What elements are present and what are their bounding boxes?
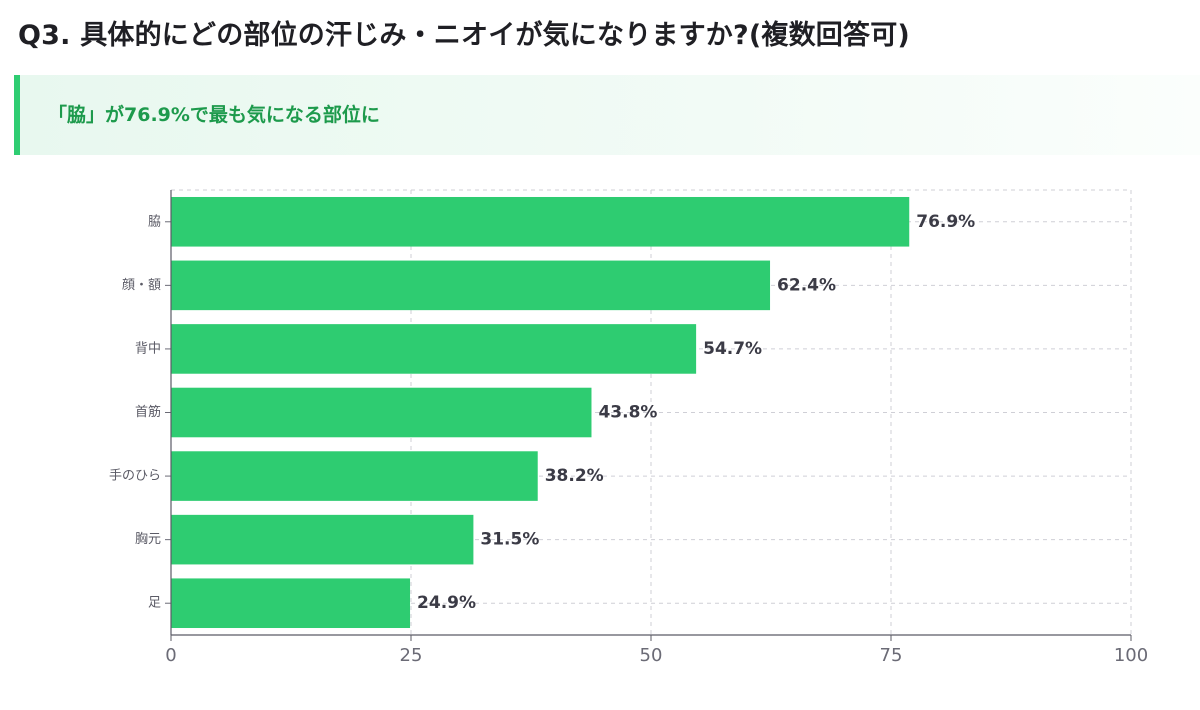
category-label: 首筋 xyxy=(135,404,161,420)
category-label: 胸元 xyxy=(135,532,161,547)
category-label: 脇 xyxy=(148,214,161,229)
x-tick-label: 50 xyxy=(640,645,663,666)
bar xyxy=(171,578,411,629)
category-label: 背中 xyxy=(135,341,161,356)
bar xyxy=(171,514,474,565)
category-label: 手のひら xyxy=(109,469,161,484)
bar xyxy=(171,387,592,438)
bar xyxy=(171,260,771,311)
highlight-box: 「脇」が76.9%で最も気になる部位に xyxy=(14,75,1200,155)
x-tick-label: 25 xyxy=(400,645,423,666)
x-tick-label: 0 xyxy=(165,645,176,666)
highlight-text: 「脇」が76.9%で最も気になる部位に xyxy=(48,104,380,126)
x-tick-label: 100 xyxy=(1114,645,1148,666)
category-label: 顔・額 xyxy=(122,278,161,293)
category-label: 足 xyxy=(148,596,161,611)
bar xyxy=(171,451,538,501)
value-label: 76.9% xyxy=(916,212,975,232)
value-label: 31.5% xyxy=(480,530,539,550)
value-label: 43.8% xyxy=(598,403,657,423)
highlight-accent-bar xyxy=(14,75,20,155)
x-tick-label: 75 xyxy=(880,645,903,666)
bar xyxy=(171,196,910,247)
value-label: 38.2% xyxy=(545,466,604,486)
value-label: 24.9% xyxy=(417,593,476,613)
bar-chart: 脇 76.9% 顔・額 62.4% 背中 54.7% 首筋 43.8% 手のひら 38.2% 胸元 3… xyxy=(109,189,1148,666)
value-label: 62.4% xyxy=(777,275,836,295)
bar xyxy=(171,324,697,374)
value-label: 54.7% xyxy=(703,339,762,359)
question-title: Q3. 具体的にどの部位の汗じみ・ニオイが気になりますか?(複数回答可) xyxy=(18,20,910,51)
